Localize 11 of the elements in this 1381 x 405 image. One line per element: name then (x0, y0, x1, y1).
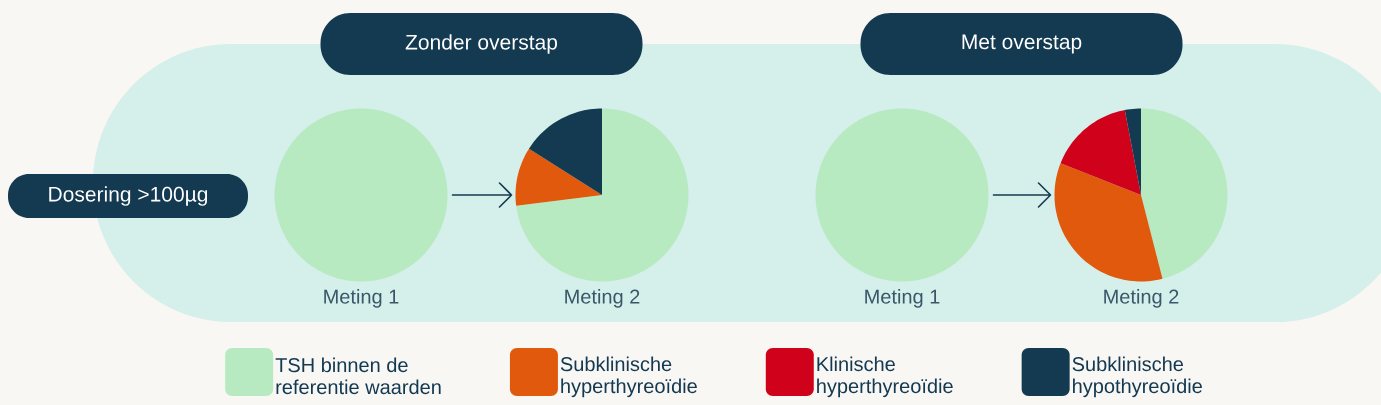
text: Meting 2 (1104, 289, 1179, 308)
chart-subtitle: Met overstap (962, 34, 1082, 54)
text: Meting 2 (565, 289, 640, 308)
text: Meting 1 (865, 289, 940, 308)
chart-subtitle: Zonder overstap (405, 34, 558, 54)
legend-label: Klinische hyperthyreoïdie (817, 356, 953, 398)
text: Dosering >100µg (49, 186, 208, 206)
legend-label: Subklinische hypothyreoïdie (1072, 356, 1202, 398)
legend-label: TSH binnen de referentie waarden (275, 357, 441, 395)
text: Meting 1 (324, 289, 399, 308)
legend-label: Subklinische hyperthyreoïdie (560, 356, 697, 398)
